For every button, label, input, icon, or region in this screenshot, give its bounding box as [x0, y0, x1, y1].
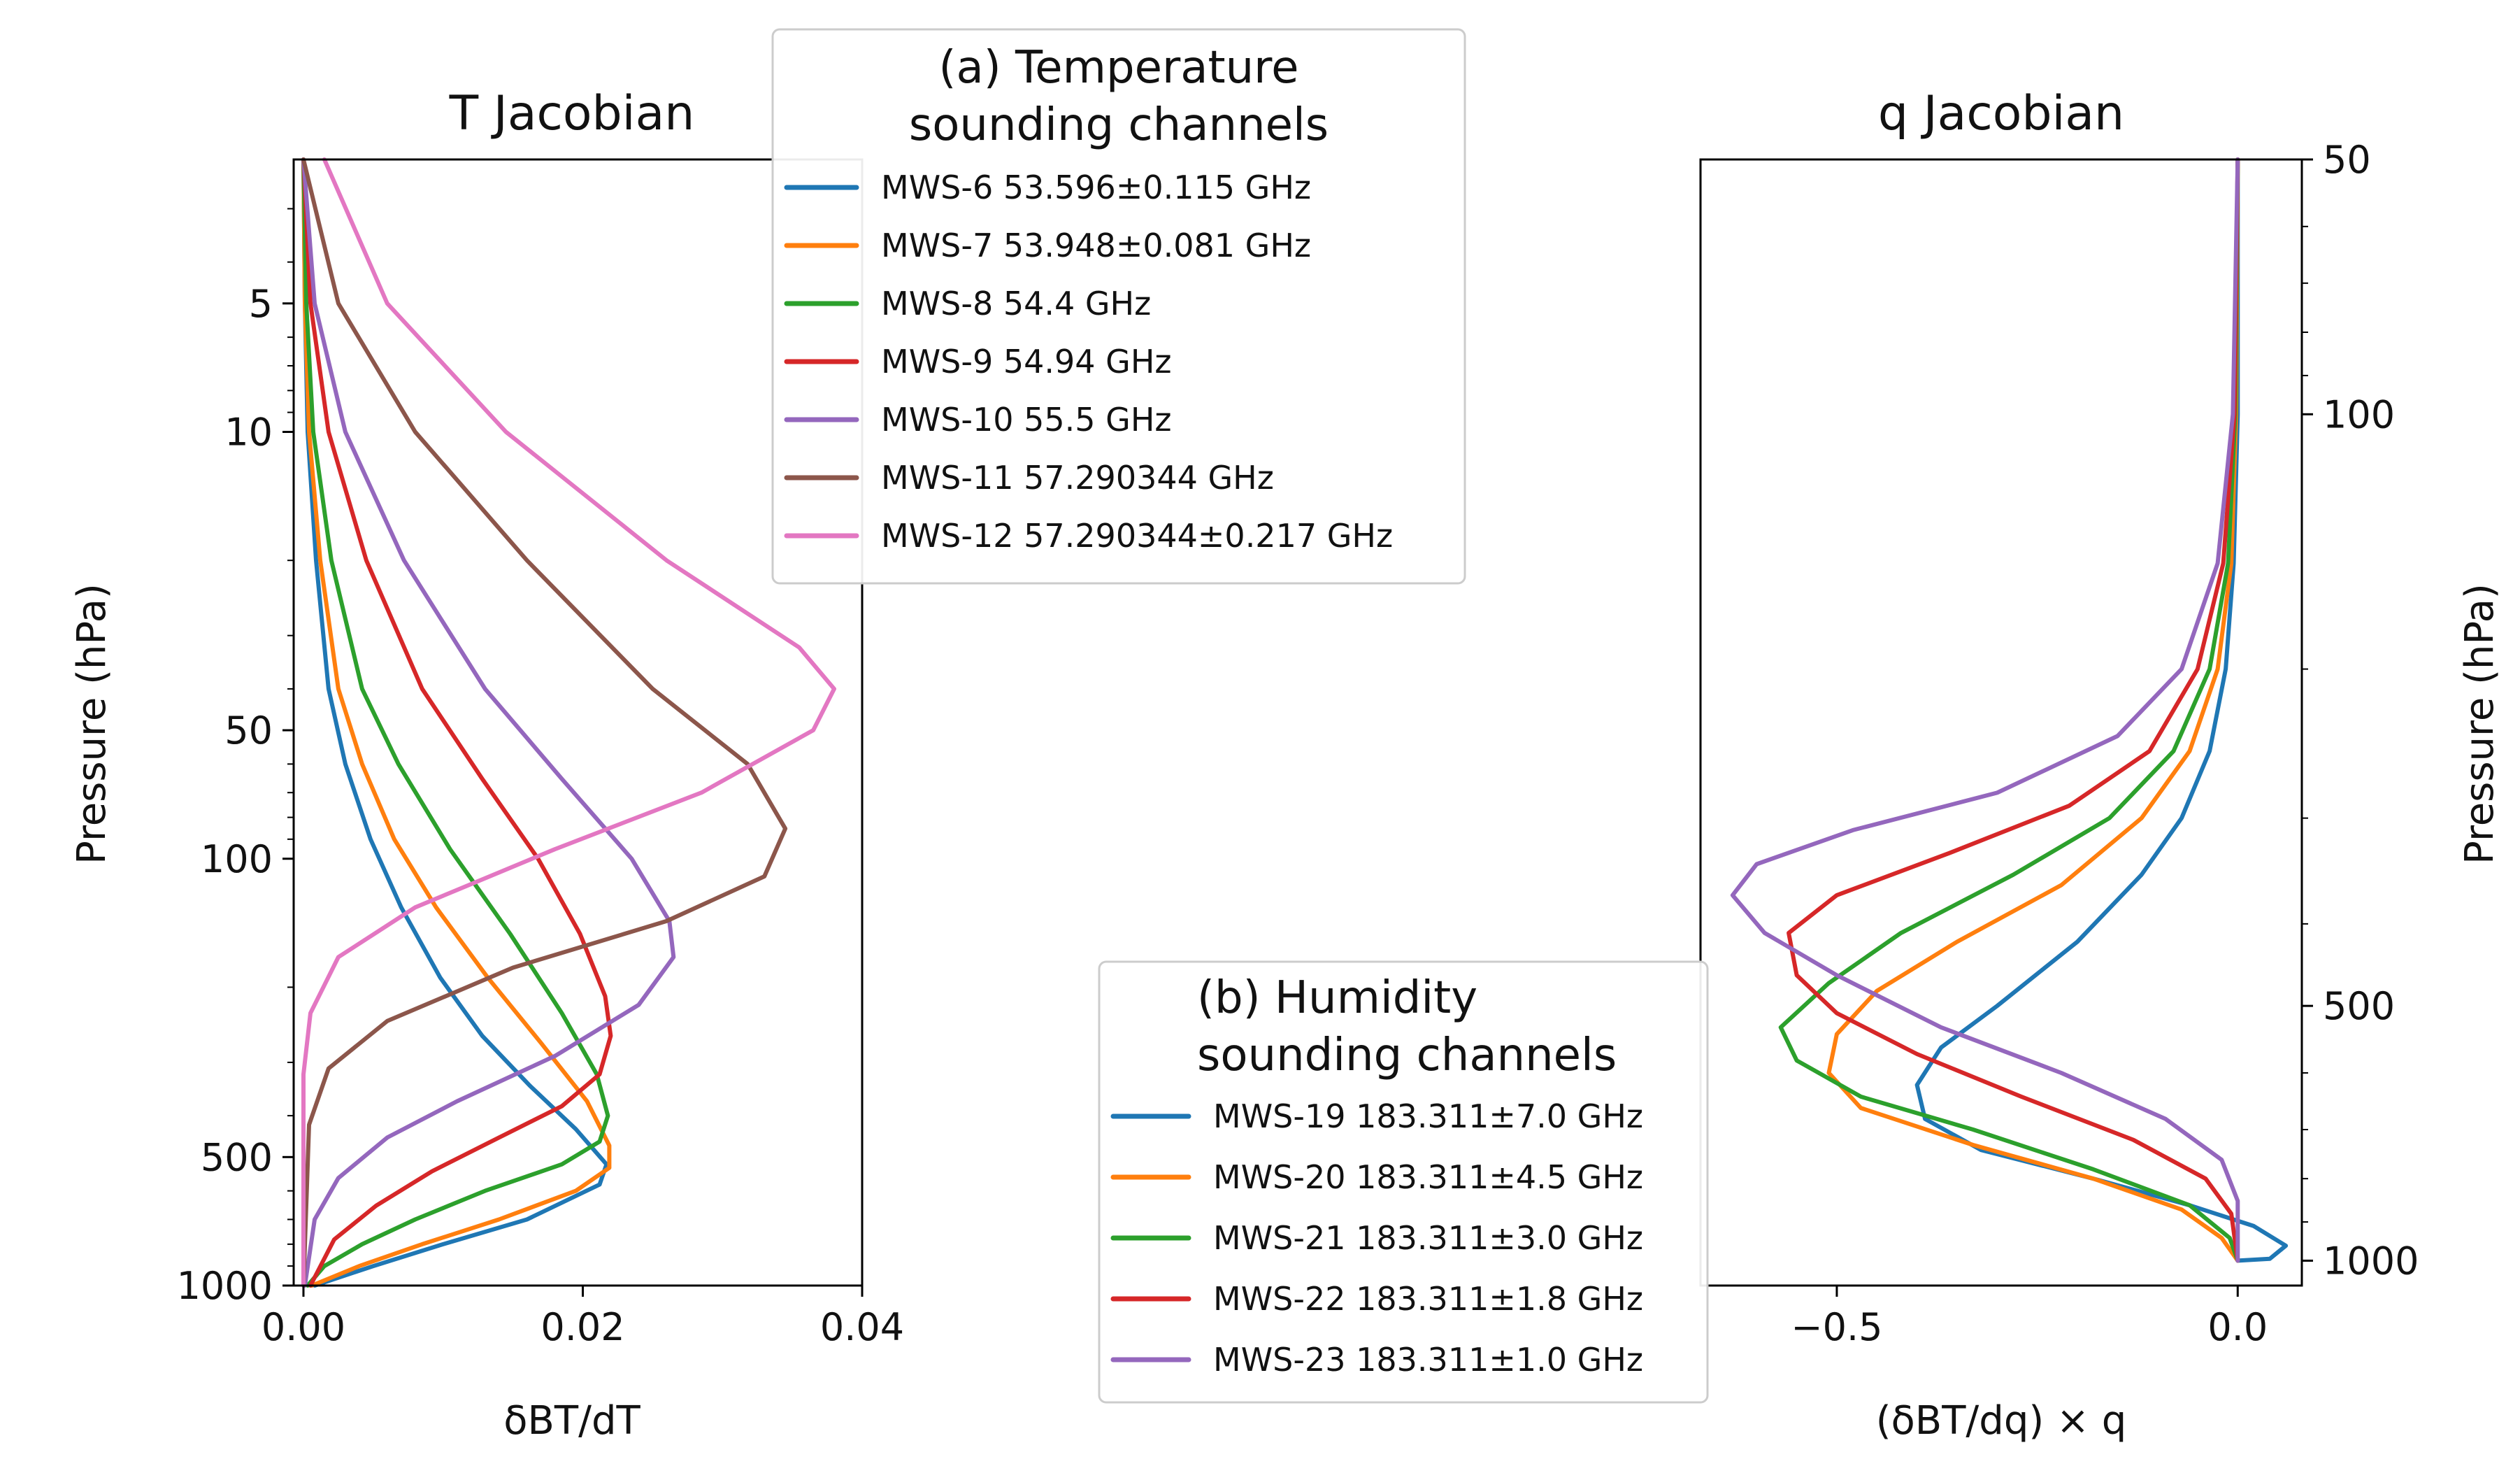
temperature-legend-title-line-2: sounding channels [909, 99, 1329, 151]
q-jacobian-y-axis-label: Pressure (hPa) [2457, 583, 2503, 864]
t-jacobian-y-ticks: 5 10 50 100 500 1000 [177, 282, 294, 1308]
t-jacobian-x-tick-label: 0.02 [540, 1305, 624, 1349]
t-jacobian-series-line-mws-9 [301, 157, 613, 1288]
humidity-legend-title-line-1: (b) Humidity [1197, 972, 1477, 1024]
t-jacobian-title: T Jacobian [449, 86, 695, 141]
t-jacobian-series-line-mws-12 [301, 157, 836, 1288]
humidity-legend-label-mws-22: MWS-22 183.311±1.8 GHz [1213, 1280, 1643, 1318]
q-jacobian-x-tick-label: 0.0 [2207, 1305, 2268, 1349]
temperature-legend-label-mws-12: MWS-12 57.290344±0.217 GHz [881, 517, 1393, 555]
q-jacobian-x-axis-label: (δBT/dq) × q [1876, 1398, 2127, 1444]
temperature-legend-box [771, 28, 1466, 585]
t-jacobian-y-tick-label: 1000 [177, 1264, 273, 1308]
t-jacobian-y-tick-label: 100 [201, 837, 273, 881]
q-jacobian-y-tick-label: 1000 [2323, 1239, 2419, 1283]
temperature-legend: (a) Temperature sounding channels MWS-6 … [771, 28, 1466, 585]
humidity-legend-items: MWS-19 183.311±7.0 GHz MWS-20 183.311±4.5… [1110, 1097, 1643, 1379]
q-jacobian-plot-frame [1699, 158, 2303, 1287]
humidity-legend-label-mws-23: MWS-23 183.311±1.0 GHz [1213, 1341, 1643, 1379]
temperature-legend-label-mws-6: MWS-6 53.596±0.115 GHz [881, 169, 1311, 206]
humidity-legend-box [1098, 960, 1709, 1404]
q-jacobian-series-line-mws-23 [1730, 157, 2240, 1263]
q-jacobian-y-tick-label: 50 [2323, 138, 2371, 182]
t-jacobian-plot-frame [292, 158, 864, 1287]
t-jacobian-series-line-mws-7 [301, 157, 612, 1288]
q-jacobian-series-line-mws-19 [1914, 157, 2289, 1263]
t-jacobian-series-line-mws-10 [301, 157, 676, 1288]
humidity-legend-label-mws-19: MWS-19 183.311±7.0 GHz [1213, 1097, 1643, 1135]
humidity-legend-title-line-2: sounding channels [1197, 1030, 1617, 1081]
q-jacobian-panel: q Jacobian −0.5 0.0 50 100 500 1000 (δBT/dq)… [1699, 86, 2503, 1444]
t-jacobian-y-tick-label: 500 [201, 1135, 273, 1179]
temperature-legend-label-mws-11: MWS-11 57.290344 GHz [881, 459, 1274, 497]
q-jacobian-y-tick-label: 500 [2323, 984, 2395, 1028]
q-jacobian-series-line-mws-20 [1826, 157, 2240, 1263]
temperature-legend-label-mws-7: MWS-7 53.948±0.081 GHz [881, 227, 1311, 264]
t-jacobian-y-tick-label: 50 [224, 709, 273, 753]
t-jacobian-x-tick-label: 0.00 [262, 1305, 345, 1349]
t-jacobian-panel: T Jacobian 0.00 0.02 0.04 510501005001000 … [69, 86, 904, 1444]
humidity-legend-label-mws-21: MWS-21 183.311±3.0 GHz [1213, 1219, 1643, 1257]
t-jacobian-x-axis-label: δBT/dT [503, 1398, 640, 1444]
temperature-legend-label-mws-10: MWS-10 55.5 GHz [881, 401, 1172, 439]
q-jacobian-series-group [1730, 157, 2289, 1263]
t-jacobian-series-line-mws-8 [301, 157, 610, 1288]
t-jacobian-x-tick-label: 0.04 [820, 1305, 904, 1349]
t-jacobian-y-tick-label: 10 [224, 411, 273, 455]
q-jacobian-y-ticks: 50 100 500 1000 [2302, 138, 2419, 1283]
q-jacobian-title: q Jacobian [1878, 86, 2124, 141]
t-jacobian-x-ticks: 0.00 0.02 0.04 [262, 1286, 904, 1349]
temperature-legend-items: MWS-6 53.596±0.115 GHz MWS-7 53.948±0.081… [784, 169, 1393, 555]
q-jacobian-x-tick-label: −0.5 [1791, 1305, 1882, 1349]
temperature-legend-label-mws-8: MWS-8 54.4 GHz [881, 285, 1151, 322]
humidity-legend-label-mws-20: MWS-20 183.311±4.5 GHz [1213, 1158, 1643, 1196]
temperature-legend-label-mws-9: MWS-9 54.94 GHz [881, 343, 1172, 380]
q-jacobian-x-ticks: −0.5 0.0 [1791, 1286, 2268, 1349]
t-jacobian-series-line-mws-11 [301, 157, 788, 1288]
t-jacobian-series-group [301, 157, 836, 1288]
t-jacobian-y-minor-ticks [287, 208, 294, 1267]
q-jacobian-y-minor-ticks [2302, 225, 2308, 1223]
t-jacobian-series-line-mws-6 [301, 157, 609, 1288]
q-jacobian-series-line-mws-22 [1787, 157, 2240, 1263]
q-jacobian-y-tick-label: 100 [2323, 392, 2395, 436]
humidity-legend: (b) Humidity sounding channels MWS-19 18… [1098, 960, 1709, 1404]
q-jacobian-series-line-mws-21 [1778, 157, 2240, 1263]
t-jacobian-y-axis-label: Pressure (hPa) [69, 583, 115, 864]
temperature-legend-title-line-1: (a) Temperature [939, 42, 1299, 94]
t-jacobian-y-tick-label: 5 [249, 282, 273, 326]
